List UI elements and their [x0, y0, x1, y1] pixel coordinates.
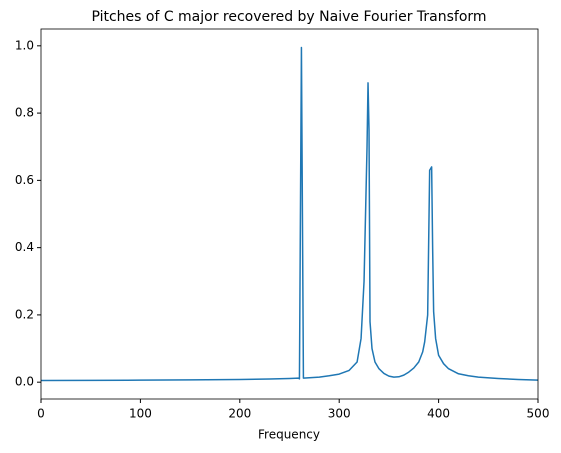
y-tick-label: 0.8: [15, 106, 34, 120]
data-line: [40, 46, 539, 382]
plot-frame: [40, 28, 539, 400]
y-tick-label: 1.0: [15, 38, 34, 52]
x-tick-label: 300: [328, 407, 351, 421]
x-tick-label: 0: [37, 407, 45, 421]
y-tick-label: 0.2: [15, 307, 34, 321]
x-axis-label: Frequency: [258, 428, 320, 442]
x-tick-label: 500: [527, 407, 550, 421]
chart-title: Pitches of C major recovered by Naive Fo…: [91, 9, 486, 25]
y-tick-label: 0.0: [15, 375, 34, 389]
y-tick-label: 0.6: [15, 173, 34, 187]
x-tick-label: 400: [427, 407, 450, 421]
x-tick-label: 200: [228, 407, 251, 421]
x-tick-label: 100: [129, 407, 152, 421]
y-tick-label: 0.4: [15, 240, 34, 254]
